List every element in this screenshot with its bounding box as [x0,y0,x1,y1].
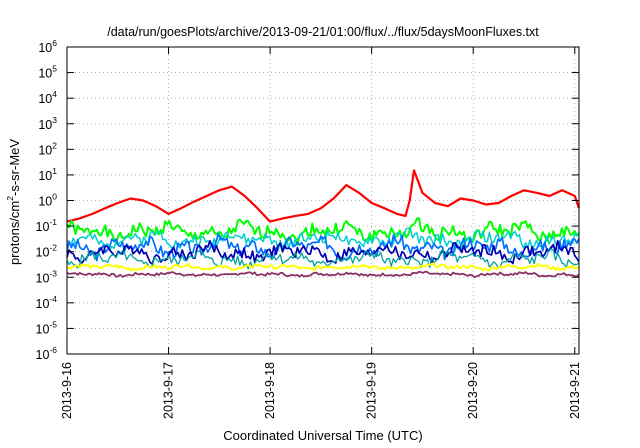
y-tick-exponent: 3 [52,115,57,125]
series-line-5 [66,239,580,265]
y-tick-exponent: 4 [52,89,57,99]
y-tick-exponent: 0 [52,192,57,202]
y-tick-exponent: -5 [49,319,57,329]
y-tick-exponent: 2 [52,140,57,150]
y-tick-base: 10 [38,41,52,55]
x-axis-label: Coordinated Universal Time (UTC) [223,428,422,443]
y-tick-base: 10 [36,297,50,311]
y-tick-label: 100 [38,192,57,209]
y-tick-label: 101 [38,166,57,183]
x-tick-label: 2013-9-20 [466,362,480,419]
y-tick-base: 10 [36,322,50,336]
y-axis-label-sup: 2 [5,196,15,201]
x-tick-label: 2013-9-19 [365,362,379,419]
y-tick-label: 106 [38,38,57,55]
y-tick-base: 10 [36,220,50,234]
series-line-1 [66,169,581,223]
y-tick-label: 10-6 [36,345,58,362]
x-tick-label: 2013-9-18 [263,362,277,419]
y-tick-label: 102 [38,140,57,157]
y-axis-label-base: protons/cm [7,201,22,265]
y-tick-label: 10-5 [36,319,58,336]
y-tick-label: 105 [38,64,57,81]
y-tick-exponent: -1 [49,217,57,227]
y-tick-base: 10 [38,169,52,183]
ticks: 10-610-510-410-310-210-11001011021031041… [36,38,582,419]
series-line-7 [66,262,580,272]
y-tick-exponent: -3 [49,268,57,278]
y-tick-exponent: 5 [52,64,57,74]
y-tick-base: 10 [38,143,52,157]
y-tick-label: 103 [38,115,57,132]
y-tick-exponent: 6 [52,38,57,48]
y-tick-exponent: -4 [49,294,57,304]
y-axis-label-rest: -s-sr-MeV [7,139,22,196]
series-line-3 [66,227,580,252]
y-tick-base: 10 [36,271,50,285]
y-tick-label: 10-4 [36,294,58,311]
y-tick-label: 104 [38,89,57,106]
y-tick-label: 10-2 [36,243,58,260]
y-tick-label: 10-1 [36,217,58,234]
x-tick-label: 2013-9-21 [568,362,582,419]
y-tick-base: 10 [38,67,52,81]
series-line-8 [66,270,580,279]
series-line-2 [66,217,579,246]
y-tick-base: 10 [36,348,50,362]
x-tick-label: 2013-9-16 [60,362,74,419]
y-tick-exponent: -6 [49,345,57,355]
chart-title: /data/run/goesPlots/archive/2013-09-21/0… [107,25,539,39]
y-tick-exponent: 1 [52,166,57,176]
y-tick-base: 10 [38,195,52,209]
y-tick-base: 10 [38,118,52,132]
y-tick-base: 10 [38,92,52,106]
series-layer [66,169,581,279]
x-tick-label: 2013-9-17 [162,362,176,419]
y-tick-label: 10-3 [36,268,58,285]
y-tick-exponent: -2 [49,243,57,253]
y-axis-label: protons/cm2-s-sr-MeV [5,139,22,265]
y-tick-base: 10 [36,246,50,260]
